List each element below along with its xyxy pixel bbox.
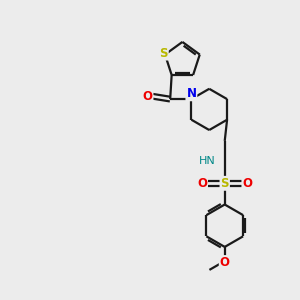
Text: N: N bbox=[186, 87, 197, 100]
Text: O: O bbox=[220, 256, 230, 269]
Text: HN: HN bbox=[199, 156, 216, 166]
Text: O: O bbox=[142, 90, 152, 103]
Text: O: O bbox=[197, 177, 207, 190]
Text: S: S bbox=[159, 46, 168, 60]
Text: O: O bbox=[242, 177, 252, 190]
Text: S: S bbox=[220, 177, 229, 190]
